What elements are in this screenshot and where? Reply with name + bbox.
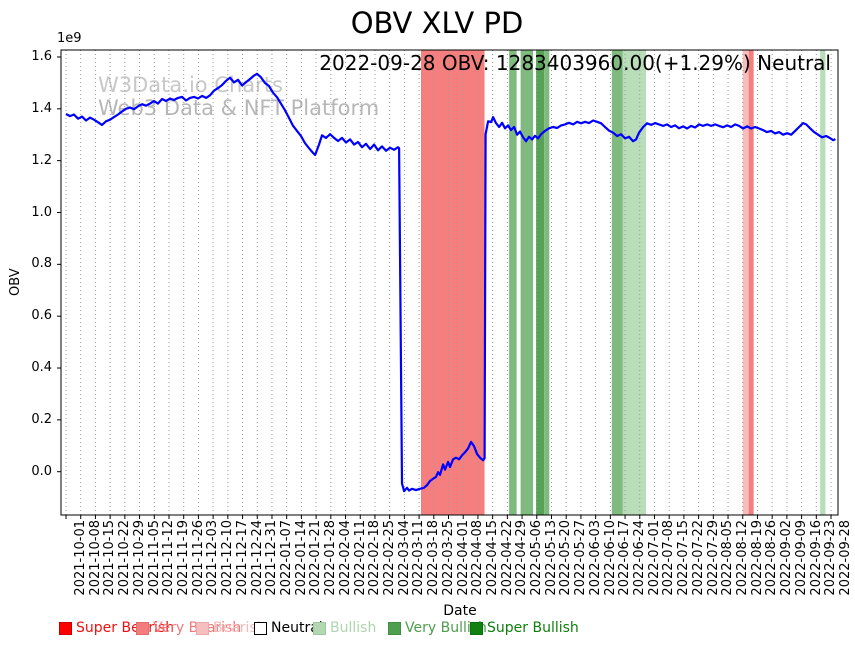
- watermark-line-2: Web3 Data & NFT Platform: [98, 96, 380, 120]
- x-tick-label: 2022-03-04: [396, 520, 412, 596]
- x-tick-label: 2022-07-01: [646, 520, 662, 596]
- x-tick-label: 2021-12-24: [249, 520, 265, 596]
- x-tick-label: 2022-07-29: [705, 520, 721, 596]
- x-tick-label: 2022-04-22: [499, 520, 515, 596]
- signal-band-very-bullish: [611, 50, 623, 515]
- x-tick-label: 2022-04-01: [455, 520, 471, 596]
- x-tick-label: 2022-02-18: [367, 520, 383, 596]
- x-tick-label: 2022-07-08: [661, 520, 677, 596]
- y-tick-label: 0.8: [31, 256, 52, 272]
- signal-band-very-bullish: [520, 50, 534, 515]
- legend-label-bullish: Bullish: [330, 620, 377, 636]
- x-tick-label: 2022-01-07: [278, 520, 294, 596]
- x-tick-label: 2021-11-19: [175, 520, 191, 596]
- page-title: OBV XLV PD: [350, 6, 524, 40]
- x-tick-label: 2022-05-13: [543, 520, 559, 596]
- x-tick-label: 2022-06-10: [602, 520, 618, 596]
- x-tick-label: 2022-01-14: [293, 520, 309, 596]
- legend-swatch-very-bullish: [388, 622, 401, 635]
- legend-label-super-bearish: Super Bearish: [76, 620, 175, 636]
- legend-swatch-bullish: [313, 622, 326, 635]
- y-axis-title: OBV: [8, 268, 23, 296]
- x-tick-label: 2021-12-10: [220, 520, 236, 596]
- x-tick-label: 2022-03-18: [426, 520, 442, 596]
- x-tick-label: 2021-12-17: [234, 520, 250, 596]
- y-tick-label: 0.6: [31, 308, 52, 324]
- legend-label-bearish: Bearish: [213, 620, 266, 636]
- x-tick-label: 2022-06-24: [632, 520, 648, 596]
- signal-band-bullish: [820, 50, 826, 515]
- axes-spines: [60, 49, 839, 516]
- legend-label-super-bullish: Super Bullish: [487, 620, 579, 636]
- legend-swatch-super-bearish: [59, 622, 72, 635]
- x-tick-label: 2021-10-22: [117, 520, 133, 596]
- legend-swatch-very-bearish: [136, 622, 149, 635]
- y-axis-offset-label: 1e9: [57, 31, 82, 46]
- signal-band-very-bullish: [509, 50, 517, 515]
- x-tick-label: 2022-03-25: [440, 520, 456, 596]
- x-tick-label: 2021-11-05: [146, 520, 162, 596]
- x-tick-label: 2021-12-31: [264, 520, 280, 596]
- x-tick-label: 2021-12-03: [205, 520, 221, 596]
- x-tick-label: 2022-05-20: [558, 520, 574, 596]
- y-tick-label: 1.4: [31, 100, 52, 116]
- legend-label-very-bullish: Very Bullish: [405, 620, 487, 636]
- x-tick-label: 2022-01-21: [308, 520, 324, 596]
- signal-band-very-bearish: [421, 50, 485, 515]
- y-tick-label: 1.0: [31, 204, 52, 220]
- x-tick-label: 2022-09-02: [779, 520, 795, 596]
- x-tick-label: 2021-10-15: [102, 520, 118, 596]
- x-tick-label: 2021-10-29: [131, 520, 147, 596]
- x-tick-label: 2022-05-06: [529, 520, 545, 596]
- x-tick-label: 2022-02-11: [352, 520, 368, 596]
- x-tick-label: 2022-09-16: [808, 520, 824, 596]
- x-tick-label: 2021-11-26: [190, 520, 206, 596]
- y-tick-label: 1.6: [31, 48, 52, 64]
- signal-band-bullish: [622, 50, 647, 515]
- y-tick-label: 0.4: [31, 360, 52, 376]
- x-tick-label: 2022-06-17: [617, 520, 633, 596]
- x-tick-label: 2022-09-23: [823, 520, 839, 596]
- y-tick-label: 1.2: [31, 152, 52, 168]
- x-tick-label: 2022-04-15: [484, 520, 500, 596]
- obv-line: [65, 72, 836, 493]
- x-tick-label: 2022-06-03: [587, 520, 603, 596]
- x-tick-label: 2022-04-08: [470, 520, 486, 596]
- legend-label-neutral: Neutral: [271, 620, 323, 636]
- x-tick-label: 2022-02-25: [381, 520, 397, 596]
- legend-swatch-neutral: [254, 622, 267, 635]
- x-tick-label: 2022-08-19: [749, 520, 765, 596]
- signal-band-super-bullish: [536, 50, 545, 515]
- signal-band-bearish: [742, 50, 749, 515]
- y-tick-label: 0.0: [31, 463, 52, 479]
- x-tick-label: 2022-04-29: [514, 520, 530, 596]
- x-tick-label: 2022-08-12: [735, 520, 751, 596]
- legend: Super Bearish Very Bearish Bearish Neutral B…: [0, 620, 855, 642]
- x-tick-label: 2022-01-28: [323, 520, 339, 596]
- x-tick-label: 2021-10-08: [87, 520, 103, 596]
- x-axis-title: Date: [443, 603, 477, 619]
- legend-swatch-bearish: [196, 622, 209, 635]
- x-tick-label: 2022-05-27: [573, 520, 589, 596]
- x-tick-label: 2022-09-09: [793, 520, 809, 596]
- signal-band-very-bearish: [748, 50, 754, 515]
- x-tick-label: 2022-07-22: [690, 520, 706, 596]
- x-tick-label: 2022-09-28: [838, 520, 854, 596]
- x-tick-label: 2021-10-01: [73, 520, 88, 596]
- x-tick-label: 2022-08-05: [720, 520, 736, 596]
- y-tick-label: 0.2: [31, 411, 52, 427]
- legend-swatch-super-bullish: [470, 622, 483, 635]
- signal-band-very-bullish: [544, 50, 550, 515]
- x-tick-label: 2022-08-26: [764, 520, 780, 596]
- x-tick-label: 2022-03-11: [411, 520, 427, 596]
- x-tick-label: 2021-11-12: [161, 520, 177, 596]
- x-tick-label: 2022-02-04: [337, 520, 353, 596]
- x-tick-label: 2022-07-15: [676, 520, 692, 596]
- last-value-annotation: 2022-09-28 OBV: 1283403960.00(+1.29%) Ne…: [319, 51, 831, 75]
